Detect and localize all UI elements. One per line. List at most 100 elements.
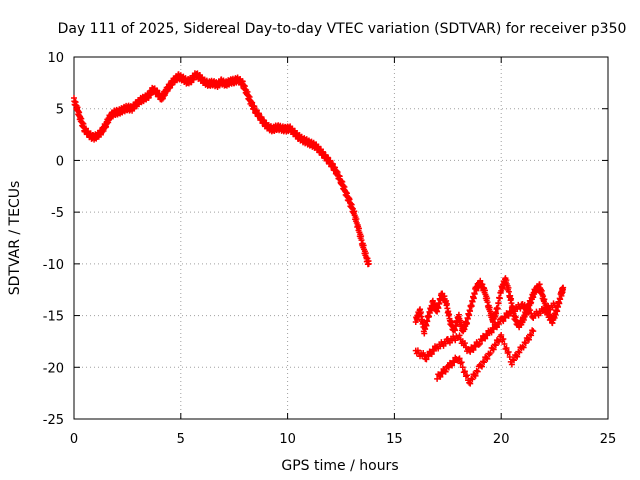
data-point [451, 359, 458, 366]
data-point [500, 318, 507, 325]
data-point [516, 349, 523, 356]
data-point [461, 368, 468, 375]
data-point [469, 298, 476, 305]
data-point [452, 323, 459, 330]
data-point [474, 368, 481, 375]
data-point [471, 372, 478, 379]
data-point [525, 336, 532, 343]
data-point [464, 372, 471, 379]
data-point [560, 284, 567, 291]
data-point [489, 345, 496, 352]
data-point [476, 340, 483, 347]
data-point [467, 380, 474, 387]
y-tick-label: -5 [51, 206, 64, 221]
data-point [505, 312, 512, 319]
data-point [494, 337, 501, 344]
y-tick-label: -10 [43, 258, 64, 273]
y-tick-label: 10 [47, 51, 64, 66]
data-point [436, 300, 443, 307]
data-point [556, 300, 563, 307]
data-point [464, 315, 471, 322]
data-point [480, 358, 487, 365]
data-point [530, 328, 537, 335]
data-point [490, 326, 497, 333]
data-point [524, 335, 531, 342]
data-point [472, 343, 479, 350]
data-point [496, 295, 503, 302]
x-tick-label: 25 [600, 432, 617, 447]
data-point [505, 348, 512, 355]
data-point [449, 362, 456, 369]
data-point [493, 324, 500, 331]
data-point [456, 332, 463, 339]
data-point [455, 356, 462, 363]
data-point [473, 367, 480, 374]
data-point [472, 372, 479, 379]
data-point [519, 343, 526, 350]
data-point [484, 332, 491, 339]
data-point [500, 336, 507, 343]
data-point [554, 308, 561, 315]
data-point [487, 349, 494, 356]
y-tick-label: -25 [43, 413, 64, 428]
data-point [467, 308, 474, 315]
data-point [501, 341, 508, 348]
data-point [445, 364, 452, 371]
data-point [420, 349, 427, 356]
data-point [471, 291, 478, 298]
data-point [442, 340, 449, 347]
data-point [468, 375, 475, 382]
data-point [529, 313, 536, 320]
y-axis-label: SDTVAR / TECUs [7, 181, 23, 296]
data-point [478, 363, 485, 370]
data-point [434, 375, 441, 382]
data-point [442, 368, 449, 375]
data-point [478, 337, 485, 344]
x-tick-label: 5 [177, 432, 185, 447]
data-point [483, 354, 490, 361]
data-point [492, 342, 499, 349]
data-point [503, 344, 510, 351]
data-point [498, 332, 505, 339]
data-point [422, 326, 429, 333]
data-point [496, 321, 503, 328]
data-point [527, 331, 534, 338]
data-point [464, 320, 471, 327]
data-point [507, 309, 514, 316]
data-point [466, 379, 473, 386]
data-point [529, 327, 536, 334]
data-point [434, 308, 441, 315]
y-tick-label: 0 [56, 154, 64, 169]
data-point [517, 305, 524, 312]
data-point [425, 353, 432, 360]
data-point [461, 340, 468, 347]
data-point [509, 356, 516, 363]
data-point [475, 341, 482, 348]
data-point [520, 344, 527, 351]
data-point [428, 351, 435, 358]
data-point [477, 362, 484, 369]
data-point [508, 361, 515, 368]
chart-title: Day 111 of 2025, Sidereal Day-to-day VTE… [58, 21, 627, 37]
y-tick-label: -15 [43, 310, 64, 325]
data-point [514, 353, 521, 360]
data-point [515, 348, 522, 355]
data-point [467, 348, 474, 355]
data-points [71, 70, 567, 387]
data-point [528, 332, 535, 339]
data-point [555, 303, 562, 310]
data-point [452, 327, 459, 334]
y-tick-label: 5 [56, 103, 64, 118]
data-point [527, 307, 534, 314]
data-point [437, 373, 444, 380]
data-point [496, 338, 503, 345]
data-point [365, 260, 372, 267]
x-axis-label: GPS time / hours [281, 458, 398, 474]
data-point [460, 369, 467, 376]
data-point [491, 341, 498, 348]
data-point [551, 302, 558, 309]
data-point [484, 355, 491, 362]
data-point [488, 329, 495, 336]
data-point [421, 330, 428, 337]
